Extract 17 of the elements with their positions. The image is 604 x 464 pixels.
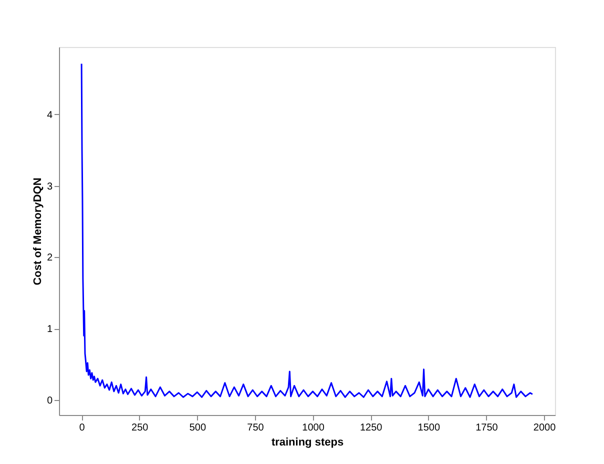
y-tick-label: 1 bbox=[46, 324, 53, 336]
y-tick-label: 2 bbox=[46, 252, 53, 264]
y-axis-title: Cost of MemoryDQN bbox=[32, 178, 44, 286]
x-axis-title: training steps bbox=[271, 436, 344, 448]
x-tick-label: 0 bbox=[79, 422, 86, 434]
x-tick-label: 250 bbox=[132, 422, 149, 434]
x-tick-label: 750 bbox=[247, 422, 264, 434]
x-tick-label: 1750 bbox=[476, 422, 498, 434]
x-tick-label: 1500 bbox=[418, 422, 440, 434]
line-series bbox=[80, 63, 534, 398]
y-tick-label: 4 bbox=[46, 110, 53, 121]
x-tick-label: 1000 bbox=[302, 422, 325, 434]
x-tick-label: 500 bbox=[189, 422, 206, 434]
y-tick-label: 0 bbox=[46, 396, 53, 407]
x-tick-label: 2000 bbox=[533, 422, 556, 434]
y-tick-label: 3 bbox=[46, 181, 53, 192]
x-tick-label: 1250 bbox=[360, 422, 383, 434]
